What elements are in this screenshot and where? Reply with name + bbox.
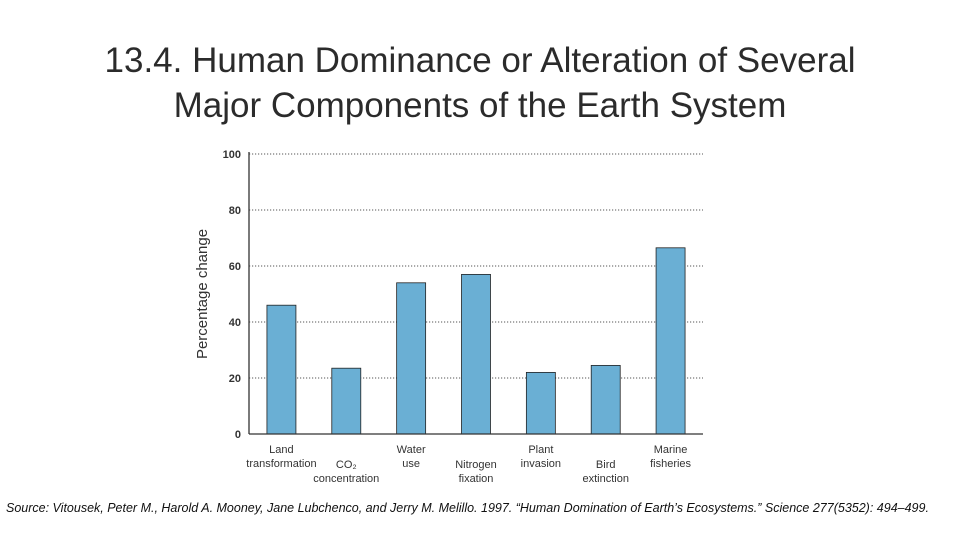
x-category-label: use	[402, 458, 420, 470]
y-tick-label: 0	[235, 429, 241, 441]
bar	[590, 364, 621, 435]
axes	[248, 152, 703, 435]
y-axis-label: Percentage change	[194, 229, 211, 359]
x-category-label: Nitrogen	[455, 459, 497, 471]
slide-title-line-1: 13.4. Human Dominance or Alteration of S…	[104, 41, 856, 80]
y-tick-label: 100	[223, 149, 241, 161]
x-category-label: concentration	[313, 473, 379, 485]
bar	[331, 367, 362, 435]
slide-title-line-2: Major Components of the Earth System	[173, 86, 787, 125]
x-category-label: fisheries	[650, 458, 691, 470]
y-tick-label: 20	[229, 373, 241, 385]
x-category-label: fixation	[459, 473, 494, 485]
bar	[525, 371, 556, 435]
labels: 0 20 40 60 80 100 Land transformation CO₂ concent…	[194, 149, 692, 485]
x-category-label: Land	[269, 444, 293, 456]
x-category-label: extinction	[582, 473, 628, 485]
x-category-label: invasion	[521, 458, 561, 470]
bar	[655, 247, 686, 435]
source-citation: Source: Vitousek, Peter M., Harold A. Mo…	[6, 501, 929, 515]
x-category-label: CO₂	[336, 459, 357, 471]
bar	[266, 304, 297, 435]
bars	[266, 247, 686, 435]
slide-title: 13.4. Human Dominance or Alteration of S…	[40, 38, 920, 128]
bar	[461, 273, 491, 435]
y-tick-label: 80	[229, 205, 241, 217]
bar	[396, 282, 427, 435]
x-category-label: Marine	[654, 444, 688, 456]
x-category-label: transformation	[246, 458, 316, 470]
x-category-label: Bird	[596, 459, 616, 471]
grid-lines	[249, 153, 703, 379]
x-category-label: Plant	[528, 444, 553, 456]
x-category-label: Water	[397, 444, 426, 456]
y-tick-label: 60	[229, 261, 241, 273]
y-tick-label: 40	[229, 317, 241, 329]
